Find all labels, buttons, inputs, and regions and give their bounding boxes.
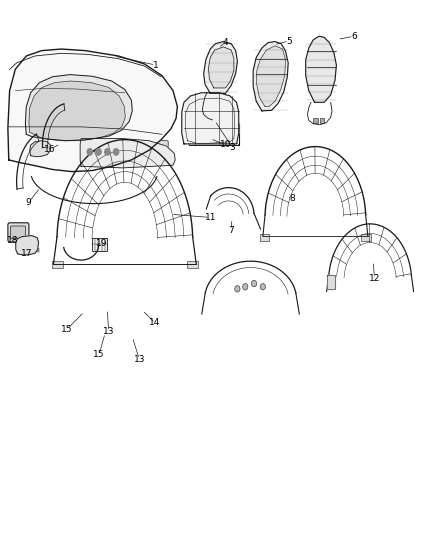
Text: 13: 13 xyxy=(134,355,145,364)
Polygon shape xyxy=(25,75,132,141)
Text: 5: 5 xyxy=(286,37,292,45)
Bar xyxy=(34,248,39,252)
Circle shape xyxy=(113,149,119,155)
Circle shape xyxy=(235,286,240,292)
Circle shape xyxy=(87,149,92,155)
Text: 9: 9 xyxy=(25,198,32,207)
FancyBboxPatch shape xyxy=(139,141,168,161)
Text: 6: 6 xyxy=(351,32,357,41)
Circle shape xyxy=(216,63,225,74)
Text: 15: 15 xyxy=(61,325,73,334)
Circle shape xyxy=(271,82,276,88)
Bar xyxy=(52,261,63,268)
Bar xyxy=(313,118,318,123)
FancyBboxPatch shape xyxy=(11,226,25,239)
Polygon shape xyxy=(327,276,336,289)
Text: 17: 17 xyxy=(21,249,33,257)
Polygon shape xyxy=(306,36,336,102)
Text: 10: 10 xyxy=(220,141,231,149)
FancyBboxPatch shape xyxy=(142,143,154,158)
Text: 1: 1 xyxy=(152,61,159,69)
Polygon shape xyxy=(204,42,237,93)
Text: 14: 14 xyxy=(149,319,161,327)
Text: 7: 7 xyxy=(228,226,234,235)
Polygon shape xyxy=(80,139,175,168)
Text: 15: 15 xyxy=(93,351,105,359)
Polygon shape xyxy=(30,141,50,157)
Circle shape xyxy=(264,82,269,88)
Bar xyxy=(260,234,269,240)
Circle shape xyxy=(251,280,257,287)
Bar xyxy=(17,248,21,252)
Text: 13: 13 xyxy=(103,327,114,336)
Circle shape xyxy=(243,284,248,290)
Text: 19: 19 xyxy=(96,239,108,247)
Polygon shape xyxy=(182,93,239,144)
Text: 4: 4 xyxy=(223,38,228,47)
Circle shape xyxy=(260,284,265,290)
Bar xyxy=(320,118,324,123)
Text: 11: 11 xyxy=(205,213,216,222)
Ellipse shape xyxy=(21,242,33,251)
Polygon shape xyxy=(253,42,288,111)
Polygon shape xyxy=(8,49,177,172)
Text: 16: 16 xyxy=(44,145,55,154)
Text: 8: 8 xyxy=(290,194,296,203)
Polygon shape xyxy=(16,236,39,255)
Text: 12: 12 xyxy=(369,274,380,282)
Polygon shape xyxy=(208,47,234,88)
Bar xyxy=(92,238,107,251)
FancyBboxPatch shape xyxy=(8,223,29,242)
Polygon shape xyxy=(257,46,286,107)
Circle shape xyxy=(277,82,282,88)
Polygon shape xyxy=(29,81,125,141)
Text: 18: 18 xyxy=(7,237,19,245)
Circle shape xyxy=(96,149,101,155)
Ellipse shape xyxy=(36,146,44,152)
Bar xyxy=(187,261,198,268)
Text: 3: 3 xyxy=(229,143,235,151)
Circle shape xyxy=(105,149,110,155)
Bar xyxy=(361,234,371,240)
